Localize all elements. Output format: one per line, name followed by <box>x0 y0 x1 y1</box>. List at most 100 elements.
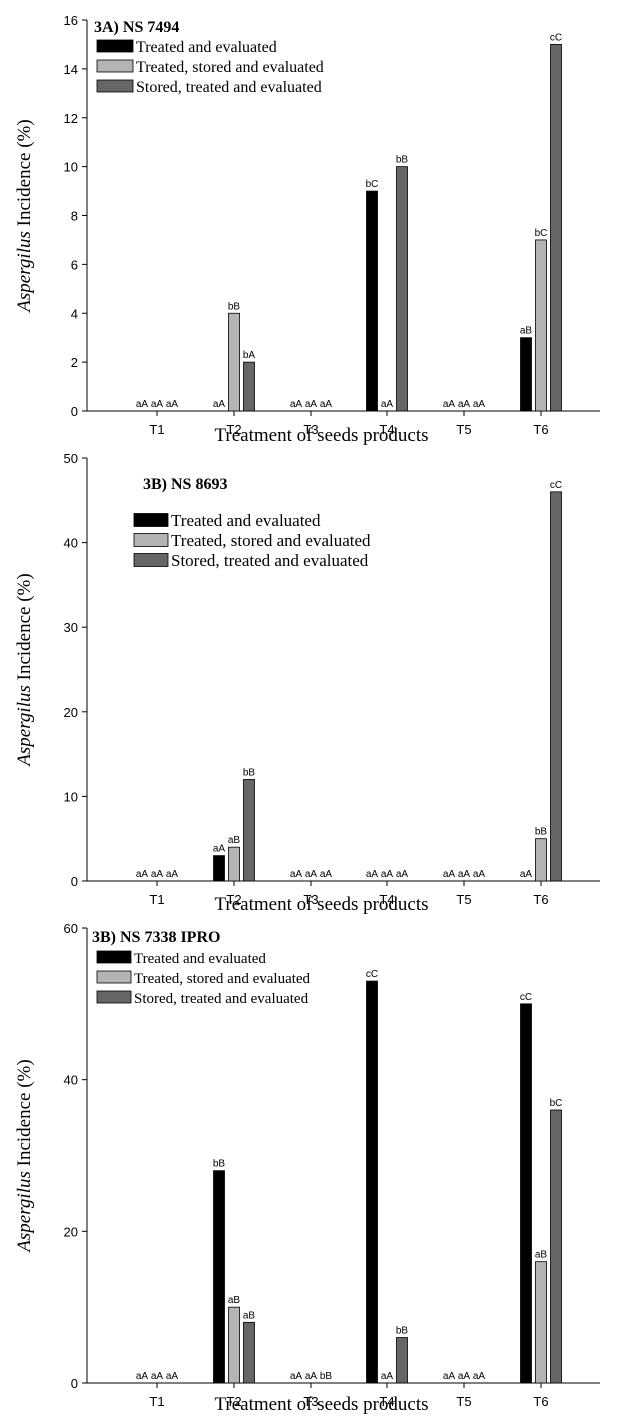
x-tick-label: T1 <box>149 422 164 437</box>
legend-swatch <box>133 533 169 547</box>
y-axis-title-rest: Incidence (%) <box>14 119 35 226</box>
bar-t6-series-1 <box>520 1003 532 1384</box>
x-tick-label: T4 <box>379 422 394 437</box>
bar-data-label: aA <box>136 1371 149 1382</box>
bar-data-label: bB <box>396 155 409 166</box>
bar-t4-series-3 <box>396 166 408 412</box>
bar-data-label: aA <box>320 399 333 410</box>
bar-t4-series-1 <box>366 980 378 1384</box>
bar-data-label: aA <box>213 399 226 410</box>
y-axis-title-italic: Aspergilus <box>14 685 35 768</box>
x-tick-label: T3 <box>303 892 318 907</box>
legend-swatch <box>96 39 134 53</box>
y-tick-label: 20 <box>64 705 78 720</box>
bar-data-label: aA <box>381 869 394 880</box>
y-tick-label: 10 <box>64 789 78 804</box>
x-tick-label: T2 <box>226 422 241 437</box>
x-axis-title: Treatment of seeds products <box>214 894 428 915</box>
legend: Treated and evaluated Treated, stored and… <box>96 39 324 96</box>
y-tick-label: 60 <box>64 921 78 936</box>
x-tick-label: T4 <box>379 1394 394 1409</box>
bar-data-label: aA <box>166 869 179 880</box>
legend-swatch <box>96 79 134 93</box>
bar-t4-series-1 <box>366 190 378 412</box>
y-axis-title: Aspergilus Incidence (%) <box>14 119 35 313</box>
legend-entry-label: Treated, stored and evaluated <box>171 531 371 550</box>
bar-data-label: aA <box>305 869 318 880</box>
bar-data-label: aB <box>228 1295 241 1306</box>
bar-t6-series-1 <box>520 337 532 412</box>
y-tick-label: 4 <box>71 306 78 321</box>
bar-data-label: aA <box>458 869 471 880</box>
bar-data-label: aA <box>520 869 533 880</box>
bar-t2-series-3 <box>243 779 255 882</box>
bar-t2-series-3 <box>243 361 255 412</box>
legend-entry-label: Treated and evaluated <box>171 511 321 530</box>
x-tick-label: T2 <box>226 892 241 907</box>
y-tick-label: 16 <box>64 13 78 28</box>
y-tick-label: 30 <box>64 620 78 635</box>
bar-data-label: aA <box>213 844 226 855</box>
y-tick-label: 40 <box>64 1073 78 1088</box>
bar-data-label: bC <box>366 179 379 190</box>
y-tick-label: 20 <box>64 1224 78 1239</box>
bar-t2-series-2 <box>228 1306 240 1384</box>
bar-data-label: aA <box>151 1371 164 1382</box>
bar-data-label: bB <box>213 1159 226 1170</box>
bar-data-label: aA <box>381 1371 394 1382</box>
bar-data-label: aA <box>458 1371 471 1382</box>
y-tick-label: 6 <box>71 257 78 272</box>
bar-data-label: cC <box>550 480 562 491</box>
bar-data-label: cC <box>366 969 378 980</box>
y-tick-label: 40 <box>64 536 78 551</box>
y-tick-label: 50 <box>64 451 78 466</box>
y-tick-label: 10 <box>64 160 78 175</box>
x-tick-label: T5 <box>456 1394 471 1409</box>
bar-data-label: aA <box>458 399 471 410</box>
bar-t6-series-3 <box>550 491 562 882</box>
y-tick-label: 0 <box>71 404 78 419</box>
bar-data-label: aA <box>166 399 179 410</box>
chart-title: 3B) NS 8693 <box>143 476 227 493</box>
y-axis-title-rest: Incidence (%) <box>14 573 35 680</box>
y-axis-title-italic: Aspergilus <box>14 231 35 314</box>
bar-data-label: aA <box>473 1371 486 1382</box>
legend-entry-label: Treated, stored and evaluated <box>136 59 324 76</box>
bar-data-label: aA <box>151 869 164 880</box>
x-tick-label: T6 <box>533 422 548 437</box>
bar-data-label: aB <box>535 1250 548 1261</box>
bar-data-label: aA <box>136 399 149 410</box>
bar-t2-series-1 <box>213 855 225 882</box>
bar-t6-series-3 <box>550 44 562 412</box>
bar-data-label: aA <box>443 1371 456 1382</box>
x-tick-label: T5 <box>456 892 471 907</box>
x-tick-label: T5 <box>456 422 471 437</box>
y-tick-label: 12 <box>64 111 78 126</box>
bar-data-label: bB <box>535 827 548 838</box>
bar-data-label: aB <box>520 326 533 337</box>
legend-entry-label: Treated and evaluated <box>134 951 266 967</box>
bar-t6-series-2 <box>535 1261 547 1384</box>
legend-swatch <box>96 950 132 964</box>
bar-t2-series-2 <box>228 846 240 882</box>
x-tick-label: T1 <box>149 892 164 907</box>
y-tick-label: 0 <box>71 1376 78 1391</box>
y-tick-label: 2 <box>71 355 78 370</box>
x-tick-label: T4 <box>379 892 394 907</box>
x-axis-title: Treatment of seeds products <box>214 1394 428 1415</box>
legend-entry-label: Stored, treated and evaluated <box>171 551 369 570</box>
legend-entry-label: Stored, treated and evaluated <box>134 991 309 1007</box>
bar-data-label: aA <box>290 399 303 410</box>
y-axis-title: Aspergilus Incidence (%) <box>14 573 35 767</box>
bar-data-label: aA <box>320 869 333 880</box>
bar-data-label: aB <box>228 835 241 846</box>
legend-swatch <box>96 59 134 73</box>
legend: Treated and evaluated Treated, stored and… <box>96 950 311 1007</box>
bar-data-label: cC <box>550 32 562 43</box>
bar-data-label: aB <box>243 1310 256 1321</box>
bar-data-label: aA <box>290 1371 303 1382</box>
bar-data-label: aA <box>305 1371 318 1382</box>
bar-data-label: bC <box>550 1098 563 1109</box>
